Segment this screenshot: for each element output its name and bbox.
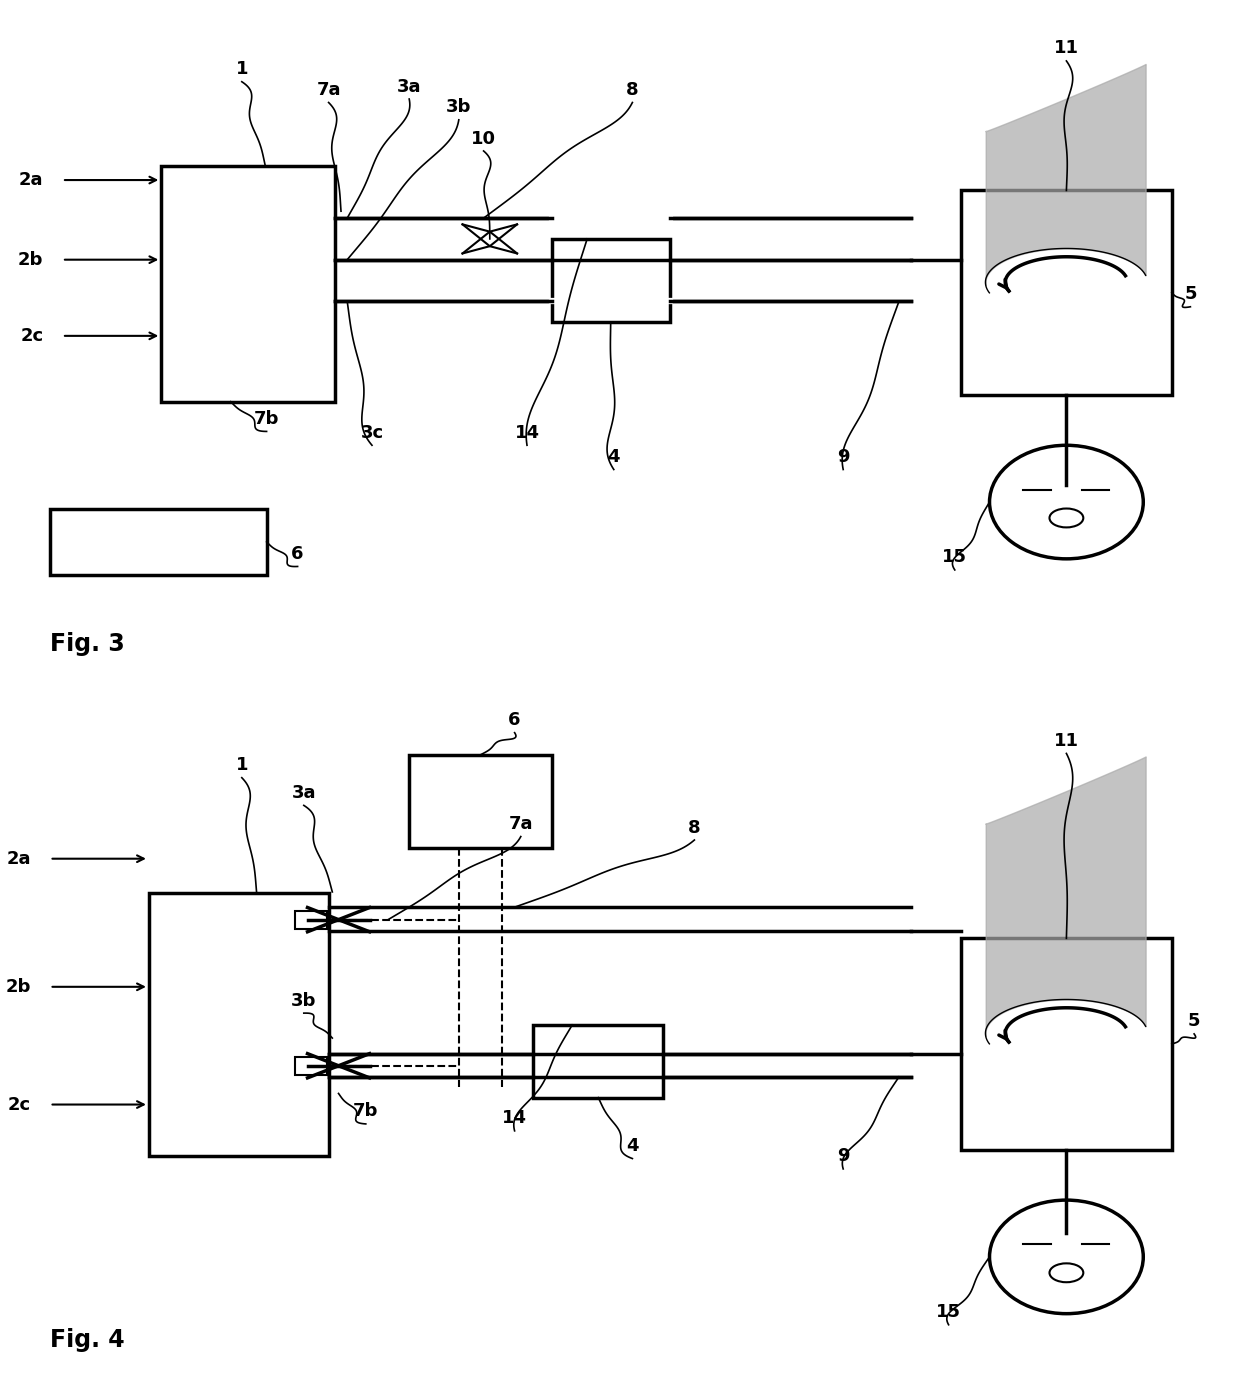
Text: 3c: 3c	[361, 424, 383, 442]
Text: 7b: 7b	[254, 410, 279, 428]
Text: Fig. 3: Fig. 3	[50, 632, 124, 656]
Text: 4: 4	[626, 1137, 639, 1155]
Text: 1: 1	[236, 61, 248, 78]
Bar	[533, 1025, 663, 1097]
Text: 6: 6	[508, 712, 521, 729]
Bar	[295, 911, 327, 929]
Text: 2b: 2b	[19, 251, 43, 269]
Bar	[161, 166, 335, 402]
Text: 2a: 2a	[6, 850, 31, 867]
Bar	[50, 510, 267, 575]
Text: 15: 15	[936, 1303, 961, 1321]
Text: 5: 5	[1188, 1012, 1200, 1030]
Text: 11: 11	[1054, 40, 1079, 57]
Text: 9: 9	[837, 449, 849, 465]
Text: Fig. 4: Fig. 4	[50, 1328, 124, 1352]
Text: 7a: 7a	[508, 816, 533, 832]
Text: 2a: 2a	[19, 172, 43, 188]
Text: 14: 14	[515, 424, 539, 442]
Bar	[409, 755, 552, 848]
Text: 7a: 7a	[316, 82, 341, 98]
Text: 8: 8	[688, 819, 701, 837]
Text: 3a: 3a	[397, 78, 422, 96]
Text: 14: 14	[502, 1109, 527, 1127]
Text: 3b: 3b	[446, 98, 471, 116]
Bar	[961, 191, 1172, 395]
Text: 5: 5	[1184, 285, 1197, 303]
Bar	[149, 893, 329, 1156]
Text: 10: 10	[471, 130, 496, 147]
Text: 7b: 7b	[353, 1102, 378, 1120]
Bar	[961, 939, 1172, 1150]
Text: 11: 11	[1054, 733, 1079, 749]
Text: 1: 1	[236, 756, 248, 774]
Text: 2b: 2b	[6, 978, 31, 996]
Text: 9: 9	[837, 1148, 849, 1165]
Text: 3b: 3b	[291, 992, 316, 1010]
Bar	[295, 1057, 327, 1075]
Text: 8: 8	[626, 82, 639, 98]
Text: 4: 4	[608, 449, 620, 465]
Bar	[552, 240, 670, 323]
Text: 2c: 2c	[7, 1096, 31, 1114]
Text: 6: 6	[291, 546, 304, 562]
Text: 3a: 3a	[291, 784, 316, 802]
Text: 2c: 2c	[20, 327, 43, 345]
Text: 15: 15	[942, 548, 967, 566]
